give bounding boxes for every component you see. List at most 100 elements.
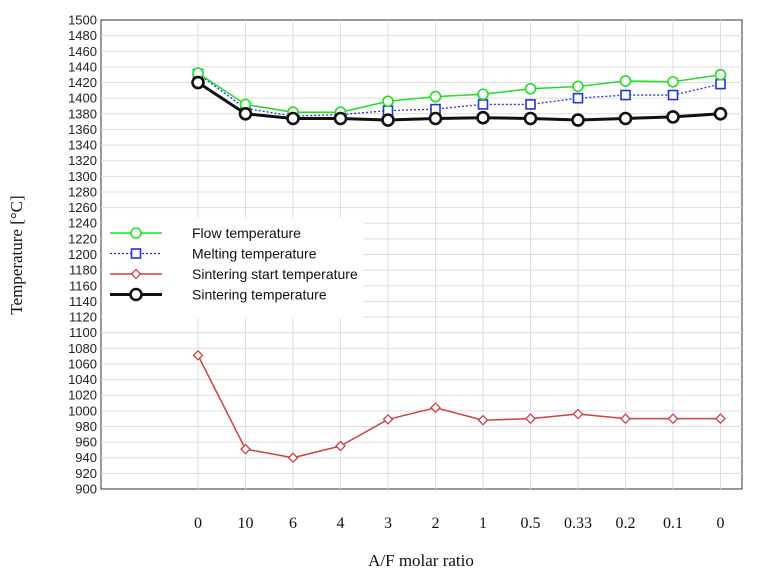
y-tick-label: 1140 <box>69 294 97 309</box>
x-axis-label: A/F molar ratio <box>368 551 474 570</box>
data-point <box>476 110 490 125</box>
data-point <box>619 75 632 87</box>
data-point <box>713 107 728 121</box>
y-tick-label: 1220 <box>68 231 97 246</box>
data-point <box>477 99 489 110</box>
x-tick-label: 0.33 <box>564 515 592 532</box>
legend-entry: Sintering temperature <box>110 287 327 303</box>
y-tick-label: 1060 <box>68 356 97 371</box>
y-tick-label: 1420 <box>68 75 97 90</box>
gridlines <box>101 20 742 489</box>
legend-label: Sintering start temperature <box>192 266 358 282</box>
legend-entry: Sintering start temperature <box>110 266 358 282</box>
y-tick-label: 1460 <box>68 44 97 59</box>
data-point <box>287 452 299 464</box>
series-line <box>197 72 721 113</box>
legend-marker <box>130 227 142 239</box>
series-3 <box>191 75 728 127</box>
data-point <box>240 443 251 455</box>
y-tick-label: 1040 <box>68 372 97 387</box>
y-tick-label: 1500 <box>68 13 97 28</box>
data-point <box>525 99 536 110</box>
y-tick-label: 1300 <box>68 169 97 184</box>
data-point <box>191 75 205 90</box>
data-point <box>429 90 442 103</box>
legend-box <box>103 218 363 318</box>
y-tick-label: 1380 <box>68 106 97 121</box>
x-tick-label: 10 <box>238 515 254 532</box>
data-point <box>382 95 394 108</box>
y-tick-label: 1000 <box>68 403 97 418</box>
y-tick-label: 1160 <box>69 278 97 293</box>
legend-marker <box>130 248 142 259</box>
y-tick-label: 1120 <box>69 310 97 325</box>
legend-marker <box>130 268 142 280</box>
data-point <box>667 413 679 425</box>
data-point <box>715 413 726 425</box>
series-group <box>191 67 728 464</box>
data-point <box>667 89 679 101</box>
series-0 <box>192 67 727 119</box>
x-axis-ticks: 0 10 6 4 3 2 1 0.5 0.33 0.2 0.1 0 <box>194 515 725 532</box>
data-point <box>620 89 631 101</box>
data-point <box>430 402 441 414</box>
x-tick-label: 0 <box>717 515 725 532</box>
y-tick-label: 900 <box>75 482 97 497</box>
y-tick-label: 1440 <box>68 59 97 74</box>
data-point <box>715 78 726 90</box>
y-tick-label: 960 <box>75 435 97 450</box>
y-tick-label: 920 <box>75 466 97 481</box>
x-tick-label: 3 <box>384 515 392 532</box>
y-tick-label: 940 <box>75 450 97 465</box>
data-point <box>620 413 631 425</box>
data-point <box>523 111 538 126</box>
y-tick-label: 1360 <box>68 122 97 137</box>
y-tick-label: 1100 <box>69 325 97 340</box>
x-tick-label: 6 <box>289 515 297 532</box>
y-tick-label: 1240 <box>68 216 97 231</box>
y-tick-label: 1400 <box>68 91 97 106</box>
y-tick-label: 1340 <box>68 138 97 153</box>
series-line <box>197 81 721 122</box>
data-point <box>477 414 489 426</box>
y-tick-label: 1200 <box>68 247 97 262</box>
y-tick-label: 1280 <box>68 184 97 199</box>
x-tick-label: 0.2 <box>616 515 636 532</box>
legend-marker <box>129 287 143 302</box>
data-point <box>525 413 536 425</box>
data-point <box>666 110 680 124</box>
data-point <box>524 82 537 95</box>
data-point <box>286 111 300 126</box>
data-point <box>382 414 394 425</box>
data-point <box>428 111 443 126</box>
y-axis-ticks: 9009209409609801000102010401060108011001… <box>68 13 97 497</box>
data-point <box>714 68 727 81</box>
data-point <box>572 408 584 420</box>
series-line <box>197 354 721 459</box>
legend-label: Melting temperature <box>192 246 317 262</box>
legend: Flow temperature Melting temperature Sinte… <box>110 225 358 303</box>
x-tick-label: 2 <box>432 515 440 532</box>
x-tick-label: 0.1 <box>663 515 683 532</box>
series-line <box>197 73 721 117</box>
x-tick-label: 0 <box>194 515 202 532</box>
data-point <box>381 113 395 127</box>
data-point <box>572 80 584 93</box>
data-point <box>618 111 633 126</box>
legend-entry: Flow temperature <box>110 225 301 241</box>
y-tick-label: 1080 <box>68 341 97 356</box>
data-point <box>571 113 585 127</box>
legend-label: Sintering temperature <box>192 287 327 303</box>
x-tick-label: 0.5 <box>521 515 541 532</box>
series-2 <box>192 349 726 464</box>
y-tick-label: 1480 <box>68 28 97 43</box>
y-tick-label: 1020 <box>68 388 97 403</box>
y-axis-label: Temperature [°C] <box>7 195 26 314</box>
x-tick-label: 1 <box>479 515 487 532</box>
y-tick-label: 1180 <box>69 263 97 278</box>
y-tick-label: 1320 <box>68 153 97 168</box>
y-tick-label: 1260 <box>68 200 97 215</box>
data-point <box>667 75 679 88</box>
legend-label: Flow temperature <box>192 225 301 241</box>
